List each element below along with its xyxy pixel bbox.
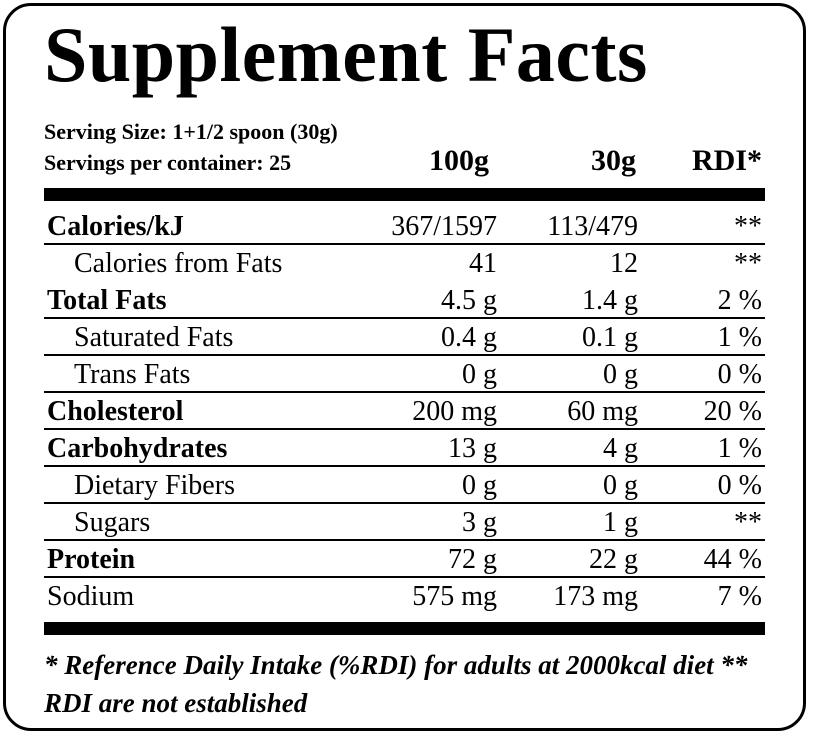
- nutrient-name: Saturated Fats: [74, 322, 234, 353]
- value-per-100g: 0.4 g: [441, 322, 497, 353]
- value-per-100g: 72 g: [448, 544, 497, 575]
- value-per-100g: 200 mg: [412, 396, 497, 427]
- value-per-30g: 0.1 g: [582, 322, 638, 353]
- nutrient-row: Sugars 3 g 1 g **: [44, 504, 765, 541]
- column-header-30g: 30g: [591, 144, 636, 177]
- value-rdi: 2 %: [717, 285, 762, 316]
- nutrient-row: Carbohydrates 13 g 4 g 1 %: [44, 430, 765, 467]
- top-divider-bar: [44, 188, 765, 201]
- value-per-100g: 13 g: [448, 433, 497, 464]
- column-header-rdi: RDI*: [691, 144, 762, 177]
- supplement-facts-label: [3, 3, 806, 731]
- nutrient-row: Trans Fats 0 g 0 g 0 %: [44, 356, 765, 393]
- value-rdi: 0 %: [717, 359, 762, 390]
- value-per-100g: 4.5 g: [441, 285, 497, 316]
- value-rdi: **: [734, 248, 762, 279]
- value-per-100g: 3 g: [462, 507, 497, 538]
- value-rdi: **: [734, 507, 762, 538]
- serving-size: Serving Size: 1+1/2 spoon (30g): [44, 119, 338, 144]
- value-rdi: 7 %: [717, 581, 762, 612]
- nutrient-row: Dietary Fibers 0 g 0 g 0 %: [44, 467, 765, 504]
- column-header-100g: 100g: [429, 144, 489, 177]
- nutrient-row: Calories/kJ 367/1597 113/479 **: [44, 208, 765, 245]
- nutrient-name: Cholesterol: [47, 396, 184, 427]
- value-per-30g: 60 mg: [567, 396, 638, 427]
- value-rdi: 1 %: [717, 322, 762, 353]
- nutrient-table: Calories/kJ 367/1597 113/479 ** Calories…: [44, 208, 765, 615]
- nutrient-name: Sugars: [74, 507, 151, 538]
- value-rdi: **: [734, 211, 762, 242]
- value-per-30g: 0 g: [603, 470, 638, 501]
- nutrient-name: Trans Fats: [74, 359, 191, 390]
- nutrient-row: Cholesterol 200 mg 60 mg 20 %: [44, 393, 765, 430]
- nutrient-name: Calories/kJ: [47, 211, 184, 242]
- value-per-30g: 12: [610, 248, 638, 279]
- value-per-30g: 1.4 g: [582, 285, 638, 316]
- servings-per-container: Servings per container: 25: [44, 150, 292, 175]
- label-title: Supplement Facts: [44, 11, 648, 98]
- value-rdi: 0 %: [717, 470, 762, 501]
- nutrient-name: Sodium: [47, 581, 135, 612]
- value-per-100g: 0 g: [462, 470, 497, 501]
- value-per-30g: 1 g: [603, 507, 638, 538]
- nutrient-row: Calories from Fats 41 12 **: [44, 245, 765, 282]
- nutrient-name: Dietary Fibers: [74, 470, 235, 501]
- value-per-100g: 367/1597: [391, 211, 497, 242]
- value-rdi: 44 %: [703, 544, 762, 575]
- rdi-footnote: * Reference Daily Intake (%RDI) for adul…: [44, 650, 748, 718]
- value-rdi: 1 %: [717, 433, 762, 464]
- value-per-30g: 4 g: [603, 433, 638, 464]
- value-rdi: 20 %: [703, 396, 762, 427]
- nutrient-name: Total Fats: [47, 285, 167, 316]
- value-per-30g: 113/479: [547, 211, 638, 242]
- nutrient-row: Total Fats 4.5 g 1.4 g 2 %: [44, 282, 765, 319]
- nutrient-name: Calories from Fats: [74, 248, 283, 279]
- servings-header-row: Servings per container: 25 100g 30g RDI*: [44, 143, 762, 183]
- nutrient-name: Carbohydrates: [47, 433, 228, 464]
- nutrient-row: Protein 72 g 22 g 44 %: [44, 541, 765, 578]
- nutrient-name: Protein: [47, 544, 136, 575]
- bottom-divider-bar: [44, 622, 765, 635]
- value-per-100g: 0 g: [462, 359, 497, 390]
- value-per-30g: 22 g: [589, 544, 638, 575]
- nutrient-row: Sodium 575 mg 173 mg 7 %: [44, 578, 765, 615]
- value-per-30g: 173 mg: [553, 581, 638, 612]
- value-per-100g: 575 mg: [412, 581, 497, 612]
- value-per-100g: 41: [469, 248, 497, 279]
- value-per-30g: 0 g: [603, 359, 638, 390]
- nutrient-row: Saturated Fats 0.4 g 0.1 g 1 %: [44, 319, 765, 356]
